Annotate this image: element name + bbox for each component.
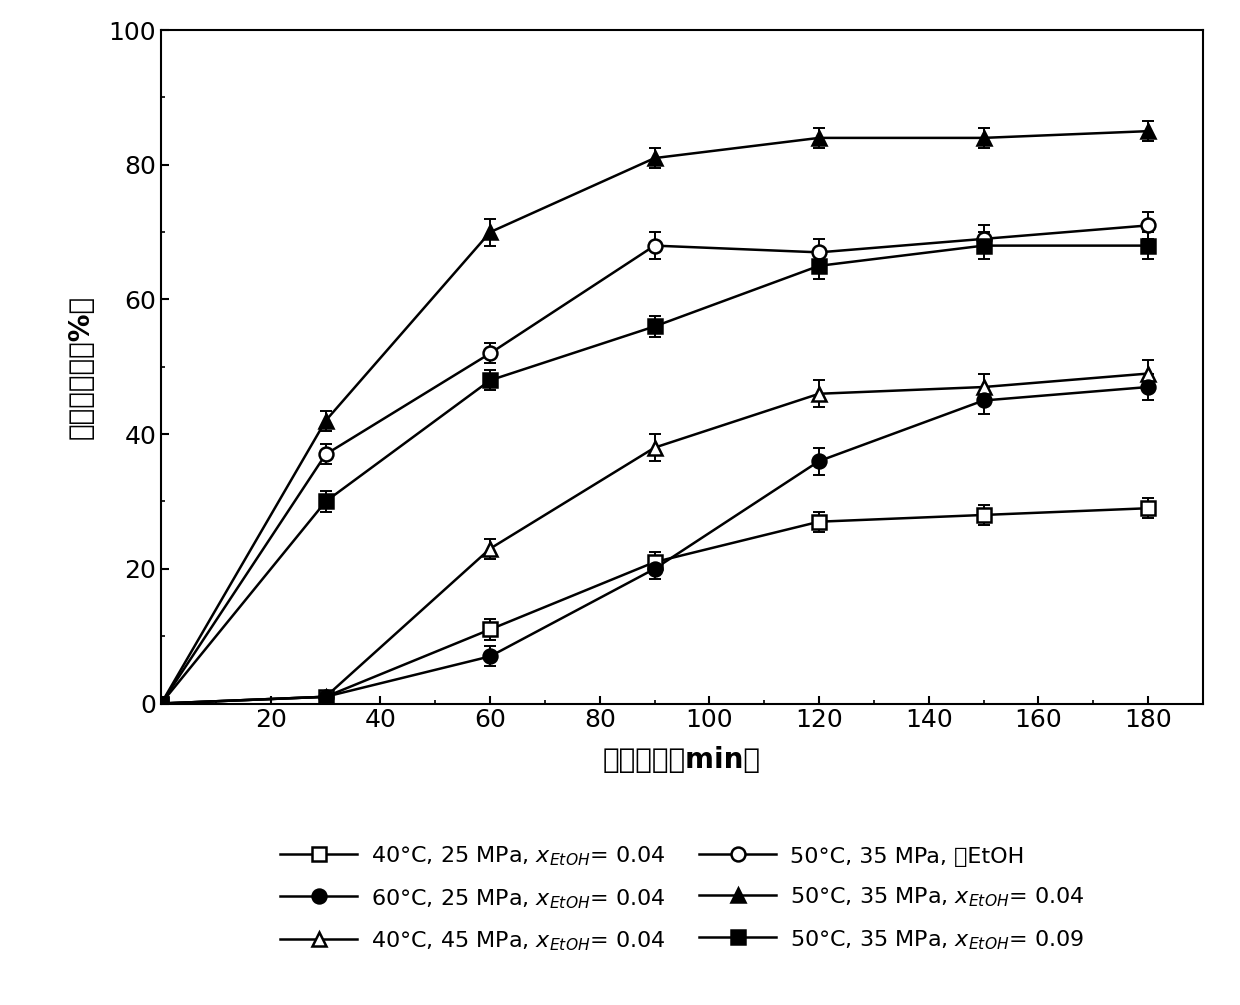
X-axis label: 提取时间（min）: 提取时间（min）: [603, 747, 761, 774]
Y-axis label: 油脂回收率（%）: 油脂回收率（%）: [67, 294, 94, 439]
Legend: 40°C, 25 MPa, $x_{EtOH}$= 0.04, 60°C, 25 MPa, $x_{EtOH}$= 0.04, 40°C, 45 MPa, $x: 40°C, 25 MPa, $x_{EtOH}$= 0.04, 60°C, 25…: [270, 836, 1094, 962]
